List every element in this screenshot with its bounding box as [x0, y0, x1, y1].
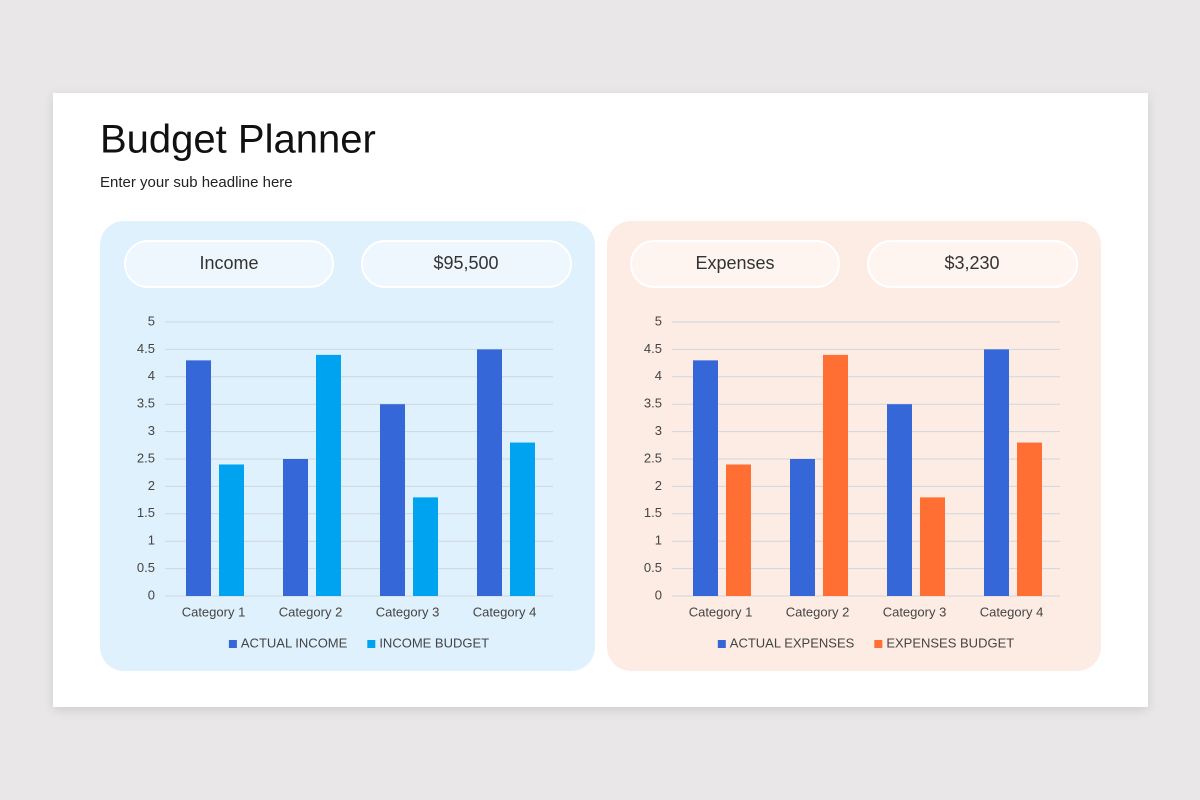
x-tick-label: Category 1 [182, 604, 246, 619]
legend-swatch [228, 640, 237, 648]
x-tick-label: Category 2 [279, 604, 343, 619]
y-tick-label: 4 [655, 368, 662, 383]
y-tick-label: 3 [148, 423, 155, 438]
bar [693, 360, 718, 596]
bar [920, 497, 945, 596]
bar [413, 497, 438, 596]
y-tick-label: 0 [148, 587, 155, 602]
y-tick-label: 2.5 [137, 450, 155, 465]
y-tick-label: 0.5 [137, 560, 155, 575]
y-tick-label: 2 [655, 478, 662, 493]
bar [790, 459, 815, 596]
y-tick-label: 5 [148, 313, 155, 328]
bar [984, 349, 1009, 596]
bar [186, 360, 211, 596]
subtitle: Enter your sub headline here [100, 174, 293, 191]
y-tick-label: 0 [655, 587, 662, 602]
y-tick-label: 4.5 [137, 341, 155, 356]
x-tick-label: Category 4 [980, 604, 1044, 619]
legend-swatch [717, 640, 726, 648]
legend-label: EXPENSES BUDGET [886, 635, 1014, 650]
y-tick-label: 0.5 [644, 560, 662, 575]
bar [823, 354, 848, 596]
x-tick-label: Category 3 [883, 604, 947, 619]
pill [361, 240, 572, 288]
y-tick-label: 4.5 [644, 341, 662, 356]
legend-swatch [874, 640, 883, 648]
y-tick-label: 4 [148, 368, 155, 383]
bar [726, 464, 751, 596]
bar [283, 459, 308, 596]
y-tick-label: 2.5 [644, 450, 662, 465]
y-tick-label: 1.5 [137, 505, 155, 520]
bar [510, 442, 535, 596]
bar [1017, 442, 1042, 596]
y-tick-label: 3.5 [644, 396, 662, 411]
y-tick-label: 3.5 [137, 396, 155, 411]
y-tick-label: 3 [655, 423, 662, 438]
legend-swatch [367, 640, 376, 648]
legend-label: ACTUAL EXPENSES [730, 635, 855, 650]
y-tick-label: 1.5 [644, 505, 662, 520]
legend-label: ACTUAL INCOME [241, 635, 348, 650]
x-tick-label: Category 3 [376, 604, 440, 619]
bar [316, 354, 341, 596]
panel-amount: $3,230 [944, 253, 999, 273]
x-tick-label: Category 4 [473, 604, 537, 619]
title: Budget Planner [100, 118, 376, 162]
bar [477, 349, 502, 596]
pill [630, 240, 840, 288]
bar [887, 404, 912, 596]
panel-label: Expenses [695, 253, 774, 273]
y-tick-label: 1 [655, 533, 662, 548]
pill [867, 240, 1078, 288]
bar [380, 404, 405, 596]
bar [219, 464, 244, 596]
pill [124, 240, 334, 288]
x-tick-label: Category 1 [689, 604, 753, 619]
panel-label: Income [199, 253, 258, 273]
y-tick-label: 2 [148, 478, 155, 493]
y-tick-label: 5 [655, 313, 662, 328]
legend-label: INCOME BUDGET [379, 635, 489, 650]
y-tick-label: 1 [148, 533, 155, 548]
panel-amount: $95,500 [433, 253, 498, 273]
x-tick-label: Category 2 [786, 604, 850, 619]
